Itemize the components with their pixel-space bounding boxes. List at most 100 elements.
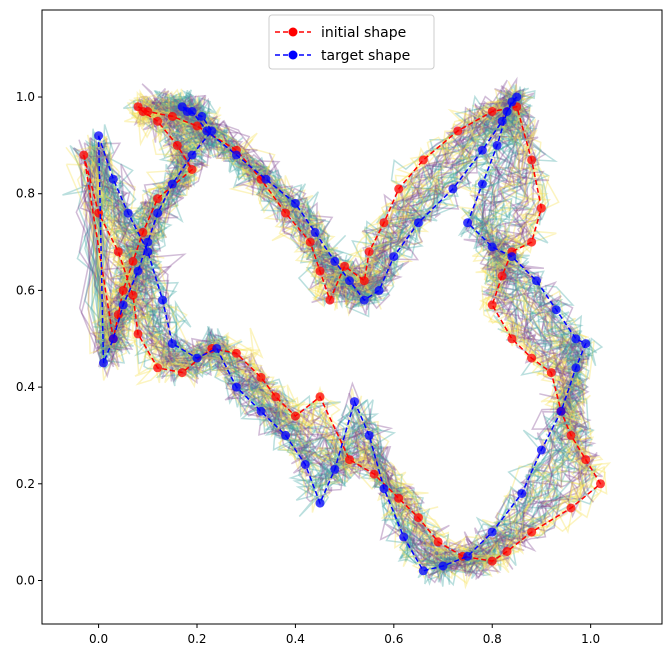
data-point-target-shape xyxy=(359,295,369,305)
data-point-target-shape xyxy=(502,107,512,116)
data-point-target-shape xyxy=(374,285,384,295)
axes-frame xyxy=(41,9,663,625)
data-point-target-shape xyxy=(477,145,487,155)
data-point-target-shape xyxy=(463,551,473,561)
y-tick-label: 1.0 xyxy=(16,90,35,104)
data-point-initial-shape xyxy=(113,247,123,257)
series-target-shape xyxy=(94,92,591,576)
data-point-initial-shape xyxy=(172,140,182,150)
data-point-target-shape xyxy=(99,358,108,368)
series-layer xyxy=(79,92,605,576)
background-trajectory xyxy=(73,98,606,575)
data-point-initial-shape xyxy=(566,430,576,440)
data-point-target-shape xyxy=(556,406,566,416)
data-point-target-shape xyxy=(507,97,517,107)
data-point-target-shape xyxy=(182,107,192,116)
background-trajectory xyxy=(87,88,589,577)
data-point-initial-shape xyxy=(566,503,576,513)
plot-area: 0.0 0.2 0.4 0.6 0.8 1.0 0.0 0.2 0.4 0.6 0.8 1.0 xyxy=(16,9,663,646)
data-point-target-shape xyxy=(108,174,118,184)
data-point-initial-shape xyxy=(581,455,591,465)
data-point-target-shape xyxy=(438,561,448,571)
data-point-target-shape xyxy=(231,150,241,160)
background-trajectory xyxy=(78,92,603,567)
y-tick-label: 0.4 xyxy=(16,380,35,394)
data-point-initial-shape xyxy=(138,107,148,116)
data-point-target-shape xyxy=(581,339,591,349)
data-point-target-shape xyxy=(158,295,168,305)
data-point-initial-shape xyxy=(394,184,404,194)
data-point-target-shape xyxy=(399,532,409,542)
data-point-initial-shape xyxy=(153,363,163,373)
legend-entry-initial: initial shape xyxy=(275,25,406,41)
x-tick-label: 0.0 xyxy=(89,632,108,646)
data-point-target-shape xyxy=(315,498,325,508)
data-point-initial-shape xyxy=(128,290,138,300)
y-tick-label: 0.2 xyxy=(16,477,35,491)
background-trajectory xyxy=(65,88,598,571)
data-point-initial-shape xyxy=(133,329,143,339)
data-point-target-shape xyxy=(497,116,507,126)
data-point-target-shape xyxy=(492,140,502,150)
x-tick-label: 0.6 xyxy=(384,632,403,646)
y-axis-ticks: 0.0 0.2 0.4 0.6 0.8 1.0 xyxy=(16,90,42,587)
background-trajectory xyxy=(83,88,587,569)
data-point-initial-shape xyxy=(281,208,291,218)
background-trajectory xyxy=(94,94,595,585)
data-point-target-shape xyxy=(364,430,374,440)
background-trajectory xyxy=(85,97,588,590)
series-initial-shape xyxy=(79,102,605,566)
data-point-target-shape xyxy=(123,208,133,218)
y-tick-label: 0.6 xyxy=(16,283,35,297)
data-point-initial-shape xyxy=(487,107,497,116)
background-trajectory xyxy=(69,94,599,578)
data-point-initial-shape xyxy=(453,126,463,136)
data-point-target-shape xyxy=(133,266,143,276)
background-trajectory xyxy=(88,92,588,580)
data-point-initial-shape xyxy=(118,285,128,295)
background-trajectory xyxy=(87,87,591,578)
background-trajectory xyxy=(83,95,587,572)
data-point-target-shape xyxy=(167,339,177,349)
background-trajectory xyxy=(83,79,590,574)
data-point-target-shape xyxy=(379,484,389,494)
data-point-initial-shape xyxy=(418,155,428,165)
data-point-target-shape xyxy=(300,460,310,469)
background-trajectory xyxy=(94,89,594,569)
data-point-initial-shape xyxy=(94,208,104,218)
data-point-target-shape xyxy=(487,527,497,537)
data-point-target-shape xyxy=(389,252,399,262)
data-point-initial-shape xyxy=(369,469,379,479)
background-trajectory xyxy=(78,95,586,577)
data-point-initial-shape xyxy=(433,537,443,547)
legend-marker-target xyxy=(288,50,298,60)
data-point-initial-shape xyxy=(167,111,177,121)
data-point-initial-shape xyxy=(325,295,335,305)
x-tick-label: 0.2 xyxy=(187,632,206,646)
background-trajectory xyxy=(90,87,590,587)
data-point-target-shape xyxy=(448,184,458,194)
data-point-initial-shape xyxy=(315,266,325,276)
data-point-initial-shape xyxy=(340,261,350,271)
data-point-target-shape xyxy=(536,445,546,455)
legend-label-target: target shape xyxy=(321,48,410,64)
background-trajectory xyxy=(78,94,592,581)
data-point-initial-shape xyxy=(497,271,507,281)
data-point-target-shape xyxy=(108,334,118,344)
data-point-initial-shape xyxy=(507,334,517,344)
y-tick-label: 0.8 xyxy=(16,187,35,201)
data-point-target-shape xyxy=(350,397,359,407)
legend-label-initial: initial shape xyxy=(321,25,406,41)
background-trajectory xyxy=(78,97,601,577)
data-point-initial-shape xyxy=(79,150,89,160)
data-point-target-shape xyxy=(487,242,497,252)
data-point-initial-shape xyxy=(177,368,187,378)
data-point-initial-shape xyxy=(315,392,325,402)
data-point-target-shape xyxy=(143,247,153,257)
data-point-target-shape xyxy=(143,237,153,247)
data-point-initial-shape xyxy=(359,276,369,286)
x-tick-label: 1.0 xyxy=(581,632,600,646)
background-trajectory xyxy=(94,83,591,572)
data-point-initial-shape xyxy=(527,527,537,537)
